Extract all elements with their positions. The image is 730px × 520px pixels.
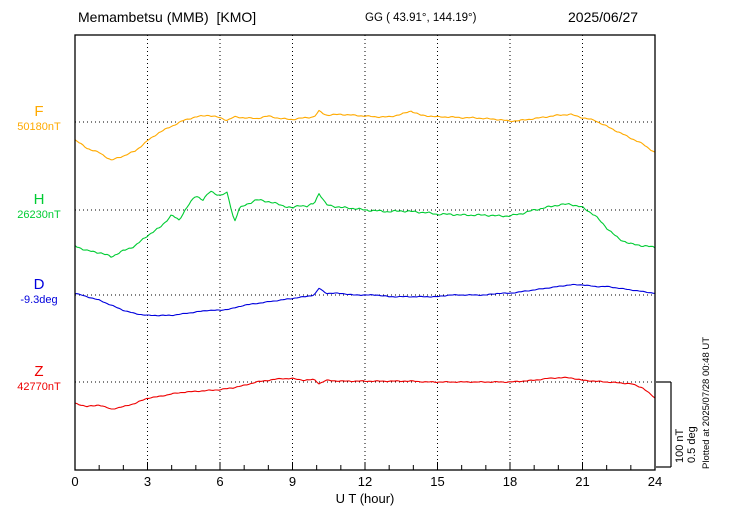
x-tick-label: 18: [503, 474, 517, 489]
series-baseline-value-F: 50180nT: [17, 120, 61, 133]
series-baseline-value-D: -9.3deg: [20, 293, 58, 306]
trace-D: [74, 283, 656, 317]
series-letter-Z: Z: [34, 363, 44, 380]
plot-border: [74, 34, 656, 471]
series-label-H: H 26230nT: [6, 191, 72, 221]
trace-Z: [74, 376, 656, 410]
x-axis-title: U T (hour): [335, 491, 395, 506]
observation-date: 2025/06/27: [568, 9, 639, 25]
x-tick-label: 0: [71, 474, 78, 489]
series-letter-H: H: [33, 191, 45, 208]
series-label-F: F 50180nT: [6, 103, 72, 133]
x-tick-label: 24: [648, 474, 662, 489]
geographic-coordinates: GG ( 43.91°, 144.19°): [365, 12, 477, 24]
series-label-Z: Z 42770nT: [6, 363, 72, 393]
station-title: Memambetsu (MMB) [KMO]: [78, 9, 257, 25]
x-tick-label: 6: [216, 474, 223, 489]
x-tick-label: 9: [289, 474, 296, 489]
trace-F: [74, 109, 656, 161]
series-label-D: D -9.3deg: [6, 276, 72, 306]
series-baseline-value-H: 26230nT: [17, 208, 61, 221]
x-tick-label: 12: [358, 474, 372, 489]
x-tick-label: 15: [430, 474, 444, 489]
x-tick-label: 3: [144, 474, 151, 489]
x-tick-label: 21: [575, 474, 589, 489]
series-letter-D: D: [33, 276, 45, 293]
series-letter-F: F: [34, 103, 44, 120]
scale-bar-label: 100 nT 0.5 deg: [674, 426, 698, 463]
trace-H: [74, 190, 656, 258]
series-baseline-value-Z: 42770nT: [17, 380, 61, 393]
plotted-at-timestamp: Plotted at 2025/07/28 00:48 UT: [701, 336, 712, 469]
